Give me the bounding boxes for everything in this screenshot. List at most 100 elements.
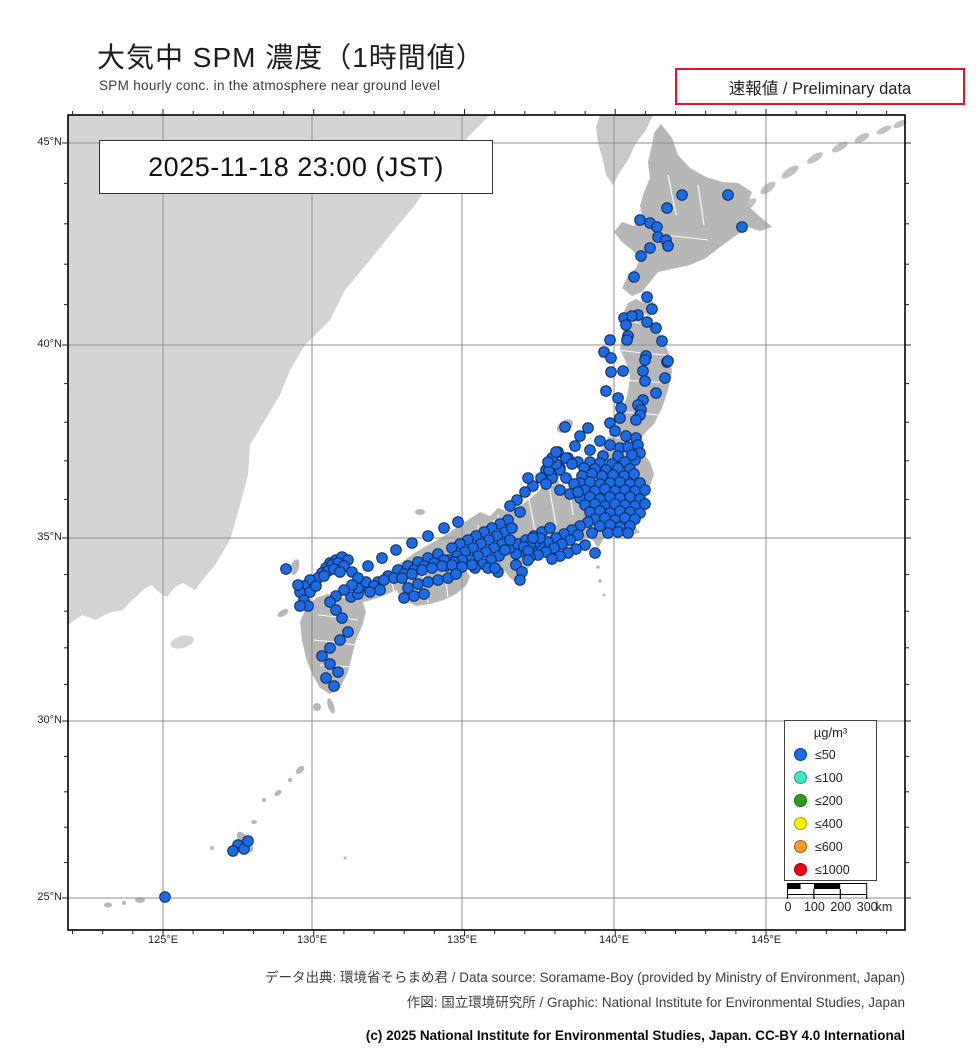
legend-item: ≤400 — [785, 812, 876, 835]
station-dot — [650, 322, 662, 334]
station-dot — [334, 566, 346, 578]
station-dot — [626, 310, 638, 322]
scale-bar-tick-label: 200 — [830, 900, 852, 914]
lat-tick-label: 30°N — [37, 714, 62, 726]
legend-item: ≤600 — [785, 835, 876, 858]
station-dot — [634, 214, 646, 226]
sakhalin-landmass — [596, 115, 653, 185]
station-dot — [328, 680, 340, 692]
legend-item-label: ≤600 — [815, 839, 843, 854]
station-dot — [572, 486, 584, 498]
lat-tick-label: 40°N — [37, 338, 62, 350]
station-dot — [408, 590, 420, 602]
legend-item-label: ≤200 — [815, 793, 843, 808]
station-dot — [650, 387, 662, 399]
station-dot — [318, 570, 330, 582]
station-dot — [639, 484, 651, 496]
station-dot — [560, 472, 572, 484]
station-dot — [426, 562, 438, 574]
station-dot — [639, 375, 651, 387]
station-dot — [324, 642, 336, 654]
station-dot — [609, 425, 621, 437]
station-dot — [554, 484, 566, 496]
station-dot — [378, 574, 390, 586]
legend-title: µg/m³ — [813, 725, 848, 740]
station-dot — [641, 291, 653, 303]
station-dot — [506, 522, 518, 534]
station-dot — [390, 544, 402, 556]
station-dot — [522, 472, 534, 484]
station-dot — [452, 516, 464, 528]
station-dot — [438, 522, 450, 534]
station-dot — [646, 303, 658, 315]
station-dot — [622, 527, 634, 539]
station-dot — [499, 544, 511, 556]
scale-bar-unit: km — [875, 900, 893, 914]
station-dot — [159, 891, 171, 903]
lon-tick-label: 125°E — [147, 934, 179, 946]
station-dot — [544, 522, 556, 534]
scale-bar-tick-label: 100 — [803, 900, 825, 914]
station-dot — [604, 439, 616, 451]
station-dot — [280, 563, 292, 575]
station-dot — [422, 530, 434, 542]
lon-tick-label: 145°E — [750, 934, 782, 946]
lon-tick-label: 130°E — [296, 934, 328, 946]
scale-bar-tick-label: 0 — [784, 900, 792, 914]
map-frame — [67, 114, 906, 931]
station-dot — [584, 444, 596, 456]
station-dot — [586, 527, 598, 539]
station-dot — [362, 560, 374, 572]
station-dot — [605, 366, 617, 378]
timestamp-box: 2025-11-18 23:00 (JST) — [99, 140, 493, 194]
lon-tick-label: 140°E — [598, 934, 630, 946]
station-dot — [566, 458, 578, 470]
station-dot — [418, 588, 430, 600]
station-dot — [630, 414, 642, 426]
station-dot — [416, 564, 428, 576]
station-dot — [736, 221, 748, 233]
station-dot — [334, 634, 346, 646]
legend-item: ≤50 — [785, 743, 876, 766]
japan-map: 2025-11-18 23:00 (JST) µg/m³ ≤50 ≤100 ≤200… — [62, 109, 911, 936]
data-source-note: データ出典: 環境省そらまめ君 / Data source: Soramame-… — [265, 970, 905, 985]
station-dot — [310, 580, 322, 592]
station-dot — [639, 498, 651, 510]
legend-item-label: ≤100 — [815, 770, 843, 785]
station-dot — [332, 666, 344, 678]
station-dot — [396, 572, 408, 584]
copyright-note: (c) 2025 National Institute for Environm… — [365, 1028, 905, 1043]
station-dot — [504, 534, 516, 546]
station-dot — [542, 456, 554, 468]
station-dot — [514, 506, 526, 518]
station-dot — [626, 449, 638, 461]
station-dot — [342, 626, 354, 638]
station-dot — [406, 568, 418, 580]
legend-color-dot — [794, 817, 807, 830]
station-dot — [338, 584, 350, 596]
station-dot — [330, 604, 342, 616]
station-dot — [594, 435, 606, 447]
station-dot — [620, 319, 632, 331]
station-dot — [615, 402, 627, 414]
station-dot — [412, 578, 424, 590]
station-dot — [374, 584, 386, 596]
station-dot — [406, 537, 418, 549]
preliminary-data-badge: 速報値 / Preliminary data — [675, 68, 965, 105]
station-dot — [540, 478, 552, 490]
station-dot — [514, 574, 526, 586]
legend-item: ≤200 — [785, 789, 876, 812]
station-dot — [550, 446, 562, 458]
station-dot — [519, 486, 531, 498]
station-dot — [227, 845, 239, 857]
mainland-asia-landmass — [68, 115, 490, 625]
station-dot — [600, 385, 612, 397]
station-dot — [489, 562, 501, 574]
legend-item-label: ≤1000 — [815, 862, 850, 877]
station-dot — [316, 650, 328, 662]
page-subtitle: SPM hourly conc. in the atmosphere near … — [99, 78, 441, 93]
legend-rows: ≤50 ≤100 ≤200 ≤400 ≤600 ≤1000 — [785, 743, 876, 881]
station-dot — [612, 526, 624, 538]
station-dot — [639, 354, 651, 366]
